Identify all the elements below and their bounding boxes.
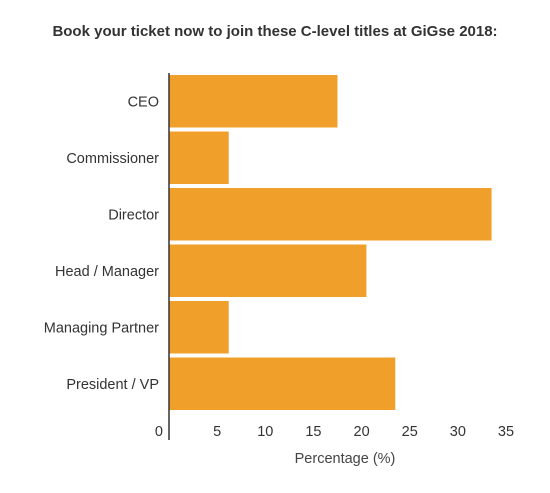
bar: [169, 75, 338, 128]
x-tick-label: 10: [257, 424, 273, 440]
bar: [169, 244, 367, 297]
category-label: Director: [108, 207, 159, 223]
category-label: CEO: [128, 94, 159, 110]
bar: [169, 131, 229, 184]
chart-title: Book your ticket now to join these C-lev…: [52, 23, 497, 40]
category-label: President / VP: [66, 377, 159, 393]
bars-group: [169, 75, 492, 410]
x-tick-label: 30: [450, 424, 466, 440]
category-label: Commissioner: [66, 151, 159, 167]
bar: [169, 357, 396, 410]
x-tick-label: 35: [498, 424, 514, 440]
x-tick-label: 25: [402, 424, 418, 440]
x-tick-label: 5: [213, 424, 221, 440]
x-axis-title: Percentage (%): [295, 451, 396, 467]
x-tick-labels: 0 5 10 15 20 25 30 35: [155, 424, 514, 440]
category-labels: CEO Commissioner Director Head / Manager Man…: [44, 94, 159, 393]
bar: [169, 188, 492, 241]
x-tick-label: 15: [305, 424, 321, 440]
category-label: Managing Partner: [44, 320, 159, 336]
bar: [169, 301, 229, 354]
x-tick-label: 0: [155, 424, 163, 440]
category-label: Head / Manager: [55, 264, 159, 280]
x-tick-label: 20: [354, 424, 370, 440]
